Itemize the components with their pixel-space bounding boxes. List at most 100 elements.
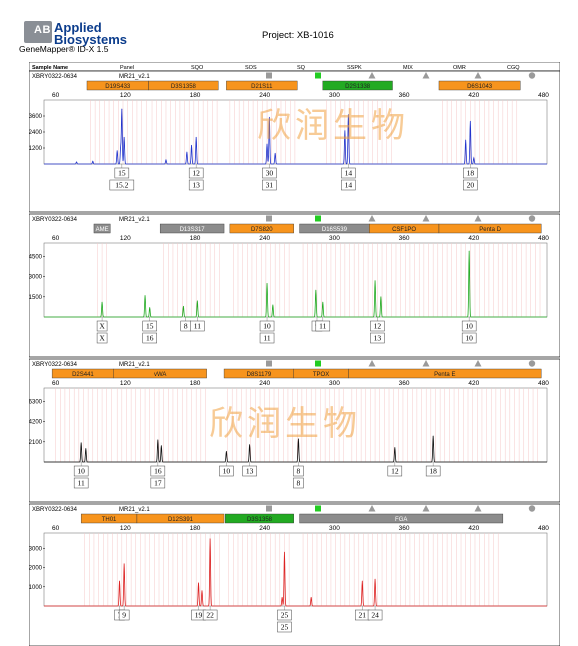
allele-box-2-4 (463, 179, 478, 191)
status-square-0 (266, 215, 272, 222)
status-triangle-3 (422, 505, 430, 512)
column-header-5: SSPK (347, 65, 362, 71)
allele-box-2-0 (96, 332, 108, 344)
allele-box-2-0 (73, 477, 89, 489)
locus-marker-fga (299, 513, 504, 524)
peak-8 (432, 435, 434, 437)
locus-label-3: TPOX (313, 372, 329, 378)
plot-area (43, 242, 548, 318)
peak-14 (469, 120, 471, 122)
allele-box-1-4 (259, 320, 275, 332)
peak-0 (101, 301, 103, 303)
peak-6 (272, 304, 274, 306)
x-tick-480: 480 (538, 380, 549, 387)
plot-area (43, 532, 548, 607)
peak-4 (209, 538, 211, 540)
status-triangle-2 (368, 360, 376, 367)
status-triangle-3 (422, 72, 430, 79)
allele-label-1-3: 22 (206, 611, 214, 620)
peak-17 (92, 160, 94, 162)
status-triangle-4 (474, 215, 482, 222)
locus-label-1: D3S1358 (171, 84, 197, 90)
column-header-4: SQ (297, 65, 306, 71)
x-tick-420: 420 (468, 235, 479, 242)
panel-name: MR21_v2.1 (119, 507, 150, 513)
brand-line2: Biosystems (54, 32, 127, 47)
column-header-7: OMR (453, 65, 466, 71)
peak-4 (165, 159, 167, 161)
allele-label-2-0: X (99, 334, 105, 343)
allele-box-1-3 (190, 320, 205, 332)
allele-label-1-5: 12 (391, 467, 399, 476)
y-tick-1200: 1200 (29, 146, 43, 152)
x-tick-240: 240 (259, 235, 270, 242)
locus-label-0: D2S441 (72, 372, 94, 378)
allele-label-2-7: 13 (374, 334, 382, 343)
brand-line1: Applied (54, 20, 102, 35)
sample-name: XBRY0322-0634 (32, 74, 78, 80)
x-tick-60: 60 (52, 92, 60, 99)
status-circle-5 (528, 505, 536, 512)
sample-name: XBRY0322-0634 (32, 507, 78, 513)
y-tick-1500: 1500 (29, 295, 43, 301)
status-square-0 (266, 72, 272, 79)
x-tick-300: 300 (329, 235, 340, 242)
locus-marker-d21s11 (226, 80, 298, 91)
allele-label-2-0: 11 (78, 479, 85, 488)
peak-1 (120, 147, 122, 149)
software-version: GeneMapper® ID-X 1.5 (19, 44, 109, 54)
column-header-1: Panel (120, 65, 134, 71)
allele-label-2-0: 15.2 (115, 181, 128, 190)
allele-label-2-4: 8 (297, 479, 301, 488)
allele-box-2-7 (370, 332, 385, 344)
allele-label-1-6: 18 (429, 467, 437, 476)
x-tick-480: 480 (538, 92, 549, 99)
locus-label-1: D13S317 (180, 227, 206, 233)
y-tick-2100: 2100 (29, 440, 43, 446)
allele-label-1-2: 19 (195, 611, 203, 620)
allele-label-2-1: 16 (146, 334, 154, 343)
peak-2 (149, 307, 151, 308)
x-tick-120: 120 (120, 235, 131, 242)
x-tick-480: 480 (538, 235, 549, 242)
status-circle-5 (528, 360, 536, 367)
x-tick-120: 120 (120, 380, 131, 387)
allele-label-1-0: 10 (77, 467, 85, 476)
status-triangle-2 (368, 72, 376, 79)
peak-9 (374, 280, 376, 282)
allele-box-2-4 (293, 477, 304, 489)
column-header-bar (29, 62, 560, 72)
locus-marker-d3s1358 (148, 80, 219, 91)
trace-1 (44, 108, 547, 165)
x-tick-60: 60 (52, 380, 60, 387)
allele-label-1-4: 25 (281, 611, 289, 620)
peak-6 (281, 596, 283, 598)
peak-4 (225, 451, 227, 452)
status-triangle-4 (474, 505, 482, 512)
allele-label-1-0: X (99, 322, 105, 331)
peak-7 (315, 289, 317, 291)
allele-box-1-4 (463, 167, 478, 179)
allele-box-1-6 (315, 320, 331, 332)
peak-3 (160, 445, 162, 447)
peak-1 (144, 295, 146, 296)
allele-label-2-1: 13 (192, 181, 200, 190)
allele-label-2-8: 10 (465, 334, 473, 343)
x-tick-420: 420 (468, 92, 479, 99)
allele-box-1-6 (425, 465, 441, 477)
locus-label-5: Penta D (479, 227, 501, 233)
allele-label-1-2: 30 (266, 169, 274, 178)
column-header-2: SQO (191, 65, 204, 71)
allele-box-2-4 (277, 621, 292, 633)
peak-7 (195, 136, 197, 138)
allele-box-1-3 (202, 609, 218, 621)
locus-marker-d6s1043 (438, 80, 521, 91)
allele-label-1-4: 18 (467, 169, 475, 178)
x-tick-180: 180 (190, 380, 201, 387)
x-tick-360: 360 (399, 235, 410, 242)
y-tick-3000: 3000 (29, 546, 43, 552)
x-tick-180: 180 (190, 525, 201, 532)
allele-box-1-2 (262, 167, 277, 179)
allele-label-1-1: 9 (122, 611, 126, 620)
allele-box-1-0 (73, 465, 89, 477)
